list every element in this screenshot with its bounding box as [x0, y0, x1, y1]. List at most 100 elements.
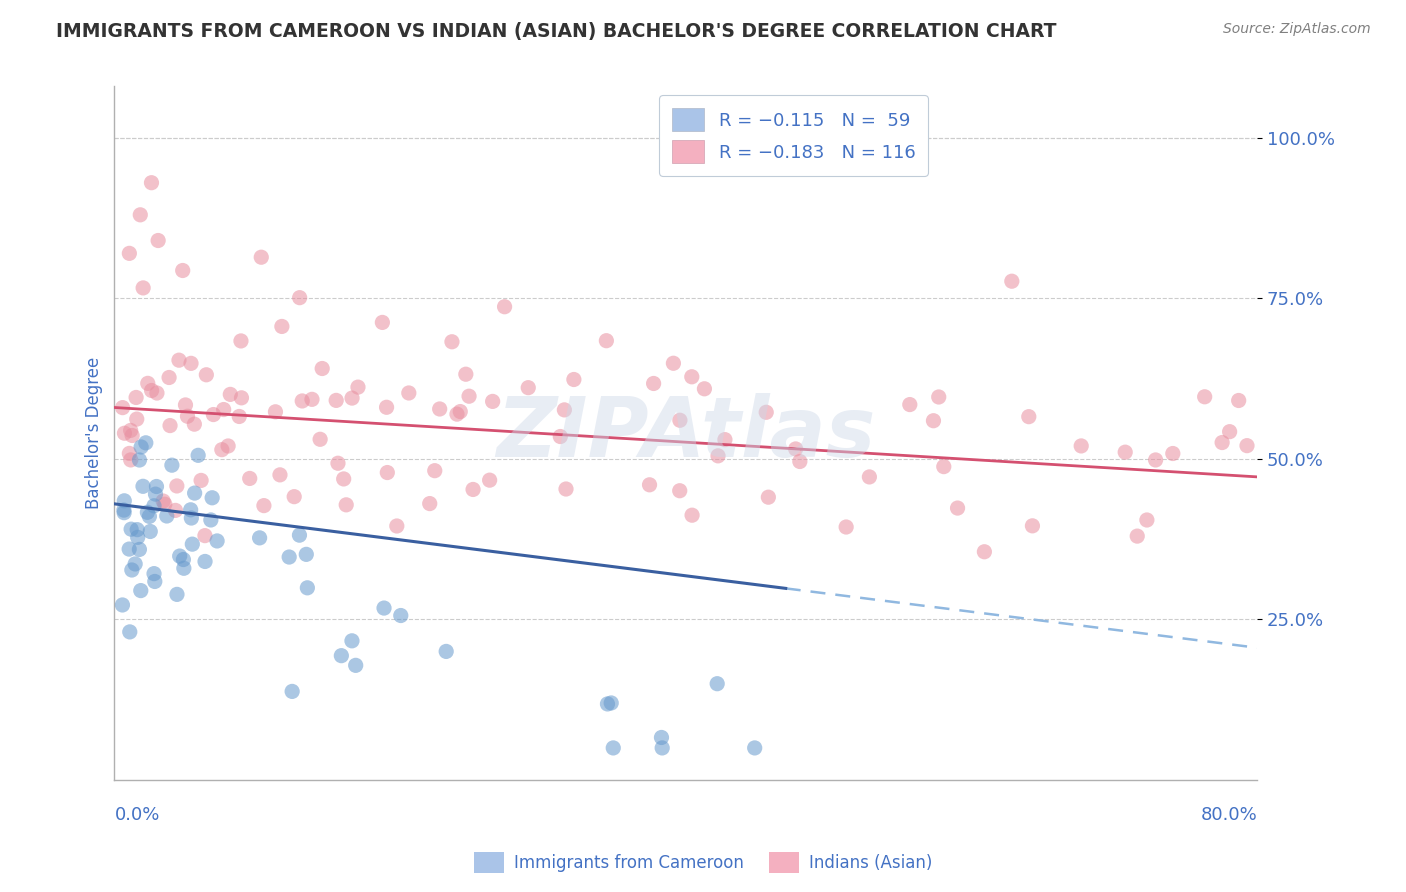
- Text: 80.0%: 80.0%: [1201, 805, 1257, 823]
- Point: [1001, 274, 1024, 288]
- Point: [169, 549, 191, 563]
- Point: [228, 409, 250, 424]
- Point: [145, 487, 167, 501]
- Legend: R = −0.115   N =  59, R = −0.183   N = 116: R = −0.115 N = 59, R = −0.183 N = 116: [659, 95, 928, 176]
- Point: [180, 356, 202, 370]
- Point: [651, 740, 673, 755]
- Point: [194, 528, 217, 542]
- Point: [335, 498, 357, 512]
- Point: [121, 428, 143, 442]
- Point: [253, 499, 276, 513]
- Point: [681, 369, 703, 384]
- Point: [517, 381, 540, 395]
- Point: [219, 387, 242, 401]
- Point: [190, 474, 212, 488]
- Point: [159, 418, 181, 433]
- Point: [174, 398, 197, 412]
- Point: [858, 470, 880, 484]
- Point: [344, 658, 367, 673]
- Point: [146, 234, 169, 248]
- Point: [183, 486, 205, 500]
- Point: [311, 361, 333, 376]
- Point: [932, 459, 955, 474]
- Point: [789, 454, 811, 468]
- Point: [124, 557, 146, 571]
- Point: [973, 545, 995, 559]
- Point: [112, 493, 135, 508]
- Point: [423, 464, 446, 478]
- Legend: Immigrants from Cameroon, Indians (Asian): Immigrants from Cameroon, Indians (Asian…: [467, 846, 939, 880]
- Point: [288, 291, 311, 305]
- Point: [600, 696, 623, 710]
- Point: [172, 552, 194, 566]
- Point: [461, 483, 484, 497]
- Point: [120, 424, 142, 438]
- Point: [429, 401, 451, 416]
- Point: [125, 412, 148, 426]
- Point: [681, 508, 703, 523]
- Text: 0.0%: 0.0%: [114, 805, 160, 823]
- Y-axis label: Bachelor's Degree: Bachelor's Degree: [86, 357, 103, 509]
- Point: [269, 467, 291, 482]
- Point: [121, 563, 143, 577]
- Point: [111, 401, 134, 415]
- Point: [440, 334, 463, 349]
- Point: [112, 503, 135, 517]
- Point: [1136, 513, 1159, 527]
- Point: [562, 372, 585, 386]
- Point: [118, 542, 141, 557]
- Point: [141, 384, 163, 398]
- Point: [201, 491, 224, 505]
- Point: [132, 479, 155, 493]
- Point: [249, 531, 271, 545]
- Point: [481, 394, 503, 409]
- Point: [176, 409, 198, 424]
- Point: [669, 413, 692, 427]
- Point: [454, 368, 477, 382]
- Point: [291, 393, 314, 408]
- Point: [1211, 435, 1233, 450]
- Point: [340, 633, 363, 648]
- Point: [156, 508, 179, 523]
- Point: [129, 208, 152, 222]
- Point: [755, 405, 778, 419]
- Point: [1114, 445, 1136, 459]
- Point: [706, 676, 728, 690]
- Point: [1126, 529, 1149, 543]
- Point: [270, 319, 292, 334]
- Point: [922, 414, 945, 428]
- Point: [602, 740, 624, 755]
- Point: [928, 390, 950, 404]
- Point: [295, 547, 318, 561]
- Point: [143, 574, 166, 589]
- Point: [173, 561, 195, 575]
- Point: [165, 503, 187, 517]
- Point: [326, 456, 349, 470]
- Point: [128, 542, 150, 557]
- Point: [143, 499, 166, 513]
- Point: [127, 530, 149, 544]
- Point: [650, 731, 672, 745]
- Point: [458, 389, 481, 403]
- Point: [229, 334, 252, 348]
- Point: [172, 263, 194, 277]
- Point: [187, 448, 209, 462]
- Point: [446, 407, 468, 421]
- Text: Source: ZipAtlas.com: Source: ZipAtlas.com: [1223, 22, 1371, 37]
- Point: [1070, 439, 1092, 453]
- Point: [127, 523, 149, 537]
- Point: [278, 549, 301, 564]
- Point: [478, 473, 501, 487]
- Point: [638, 477, 661, 491]
- Point: [281, 684, 304, 698]
- Point: [1194, 390, 1216, 404]
- Point: [181, 537, 204, 551]
- Point: [136, 505, 159, 519]
- Point: [141, 176, 163, 190]
- Point: [128, 453, 150, 467]
- Point: [449, 404, 471, 418]
- Point: [160, 458, 183, 472]
- Point: [153, 497, 176, 511]
- Point: [111, 598, 134, 612]
- Point: [1144, 453, 1167, 467]
